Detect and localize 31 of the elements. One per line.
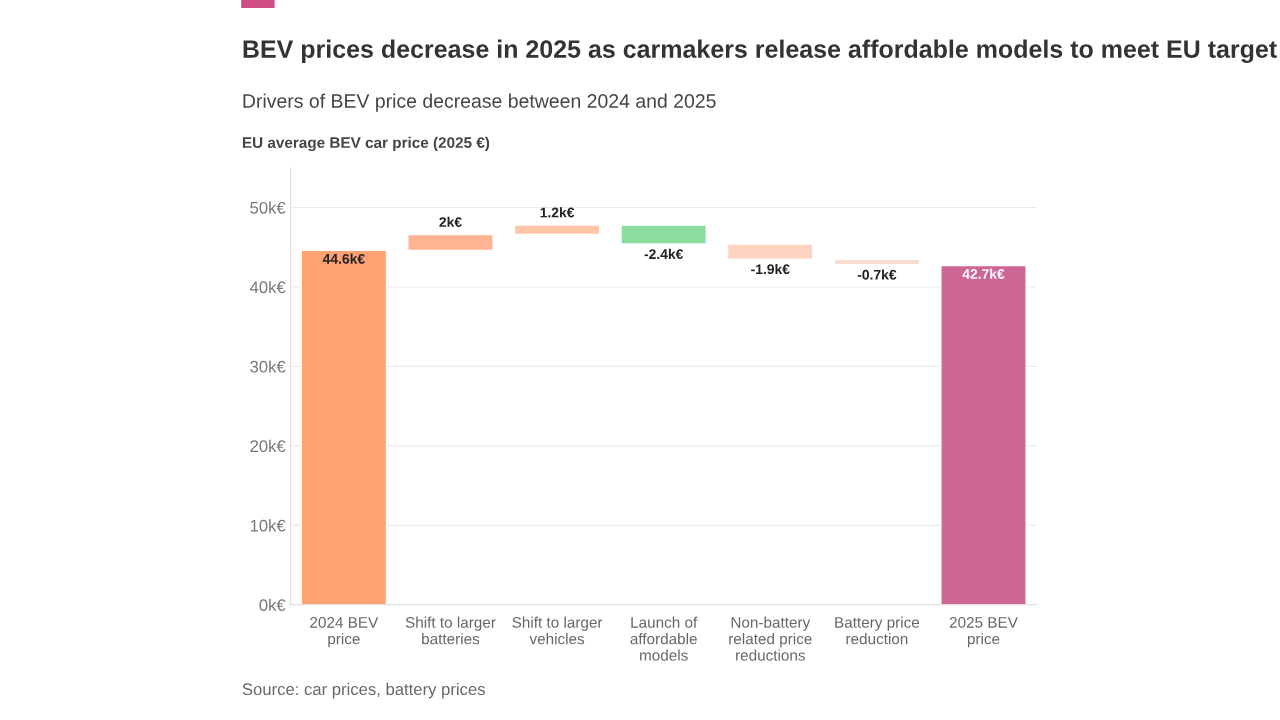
x-tick-label: Battery price reduction [835,616,920,645]
data-label: -1.9k€ [751,263,790,275]
x-tick-label: 2025 BEV price [949,617,1018,648]
bar [513,224,601,236]
y-tick-label: 50k€ [250,201,286,214]
y-tick-label: 0k€ [259,598,286,611]
data-label: 2k€ [439,216,462,227]
data-label: 42.7k€ [962,268,1005,279]
bar [300,249,388,605]
y-axis-title: EU average BEV car price (2025 €) [242,136,490,152]
x-tick-label: 2024 BEV price [310,617,379,648]
data-label: -0.7k€ [857,269,897,280]
y-tick-label: 40k€ [249,280,286,294]
data-label: 1.2k€ [540,207,575,218]
y-tick-label: 10k€ [250,519,286,532]
bar [833,258,921,266]
bar [940,264,1027,605]
x-tick-label: Shift to larger vehicles [512,616,603,645]
y-tick-label: 30k€ [250,360,286,373]
x-tick-label: Launch of affordable models [630,616,698,661]
bar [407,233,494,252]
bar [726,243,814,260]
x-tick-label: Non-battery related price reductions [729,616,812,661]
data-label: 44.6k€ [322,253,365,264]
source-note: Source: car prices, battery prices [242,682,485,699]
chart-subtitle: Drivers of BEV price decrease between 2024 and 2025 [243,93,716,112]
bar [620,224,708,245]
chart-title: BEV prices decrease in 2025 as carmakers release affordable models to meet EU target [243,39,1277,64]
x-tick-label: Shift to larger batteries [405,616,496,645]
y-tick-label: 20k€ [250,439,286,453]
data-label: -2.4k€ [644,248,684,260]
